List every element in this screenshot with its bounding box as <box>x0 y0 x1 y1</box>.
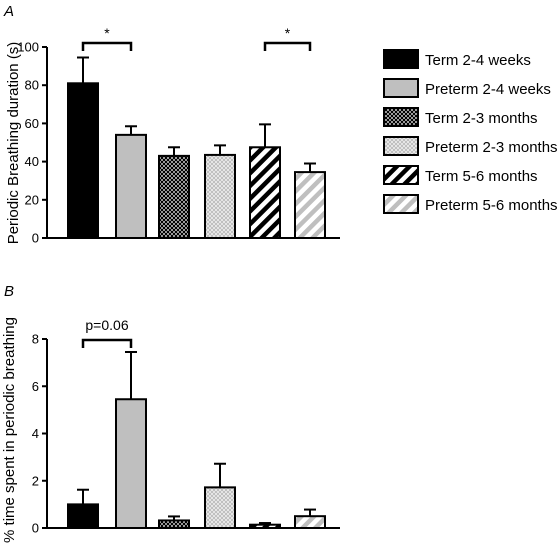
panel-a-label: A <box>3 3 14 20</box>
legend-item-term-2-3-months: Term 2-3 months <box>383 107 538 127</box>
panel-b-y-axis-title: % time spent in periodic breathing <box>1 317 18 543</box>
panel-b-annotations: p=0.06 <box>81 317 133 348</box>
panel-b-bar-term-5-6-months <box>249 523 281 530</box>
panel-a-y-axis-title: Periodic Breathing duration (s) <box>5 42 22 245</box>
legend-item-preterm-2-4-weeks: Preterm 2-4 weeks <box>383 78 551 98</box>
panel-b-chart: B % time spent in periodic breathing 0 2 4… <box>1 283 340 543</box>
panel-a-bar-preterm-2-3-months <box>204 153 236 239</box>
legend-item-preterm-2-3-months: Preterm 2-3 months <box>383 136 558 156</box>
legend-item-preterm-5-6-months: Preterm 5-6 months <box>383 194 558 214</box>
panel-b-bar-term-2-3-months <box>158 519 190 530</box>
panel-a-bar-term-5-6-months <box>249 146 281 239</box>
panel-a-bars <box>67 56 326 240</box>
legend-label-preterm-2-3-months: Preterm 2-3 months <box>425 139 558 156</box>
panel-b-y-tick-label: 0 <box>32 521 39 536</box>
panel-a-y-tick-label: 80 <box>25 78 39 93</box>
panel-b-bar-preterm-2-4-weeks <box>115 398 147 529</box>
panel-a-bar-term-2-3-months <box>158 154 190 239</box>
panel-a-chart: A Periodic Breathing duration (s) 0 20 40 6… <box>3 3 340 246</box>
legend-label-term-2-4-weeks: Term 2-4 weeks <box>425 52 531 69</box>
panel-a-bar-term-2-4-weeks <box>67 82 99 240</box>
panel-b-y-tick-label: 6 <box>32 379 39 394</box>
panel-a-significance-label: * <box>285 25 291 41</box>
panel-a-y-tick-label: 20 <box>25 192 39 207</box>
panel-a-significance-bracket <box>263 41 312 51</box>
panel-b-bar-term-2-4-weeks <box>67 503 99 529</box>
legend-label-preterm-5-6-months: Preterm 5-6 months <box>425 197 558 214</box>
legend-label-term-2-3-months: Term 2-3 months <box>425 110 538 127</box>
panel-a-bar-preterm-5-6-months <box>294 171 326 239</box>
legend-swatch-preterm-2-3-months <box>383 136 419 156</box>
panel-b-bars <box>67 350 326 530</box>
legend-label-term-5-6-months: Term 5-6 months <box>425 168 538 185</box>
legend-swatch-term-2-4-weeks <box>383 49 419 69</box>
panel-b-y-tick-label: 4 <box>32 426 39 441</box>
panel-a-bar-preterm-2-4-weeks <box>115 133 147 239</box>
legend: Term 2-4 weeks Preterm 2-4 weeks Term 2-… <box>383 49 558 214</box>
panel-b-bar-preterm-2-3-months <box>204 486 236 529</box>
legend-swatch-term-2-3-months <box>383 107 419 127</box>
panel-b-y-tick-label: 8 <box>32 332 39 347</box>
legend-swatch-term-5-6-months <box>383 165 419 185</box>
panel-a-significance-label: * <box>104 25 110 41</box>
panel-b-significance-label: p=0.06 <box>85 317 128 333</box>
panel-a-annotations: * * <box>81 25 312 51</box>
panel-b-y-tick-label: 2 <box>32 473 39 488</box>
legend-label-preterm-2-4-weeks: Preterm 2-4 weeks <box>425 81 551 98</box>
legend-swatch-preterm-5-6-months <box>383 194 419 214</box>
panel-a-y-tick-label: 100 <box>17 40 39 55</box>
legend-swatch-preterm-2-4-weeks <box>383 78 419 98</box>
panel-a-y-tick-label: 60 <box>25 116 39 131</box>
panel-a-y-tick-label: 40 <box>25 154 39 169</box>
panel-a-y-tick-label: 0 <box>32 231 39 246</box>
legend-item-term-2-4-weeks: Term 2-4 weeks <box>383 49 531 69</box>
panel-b-bar-preterm-5-6-months <box>294 515 326 529</box>
panel-a-significance-bracket <box>81 41 133 51</box>
panel-b-significance-bracket <box>81 338 133 348</box>
panel-b-label: B <box>4 283 14 300</box>
legend-item-term-5-6-months: Term 5-6 months <box>383 165 538 185</box>
